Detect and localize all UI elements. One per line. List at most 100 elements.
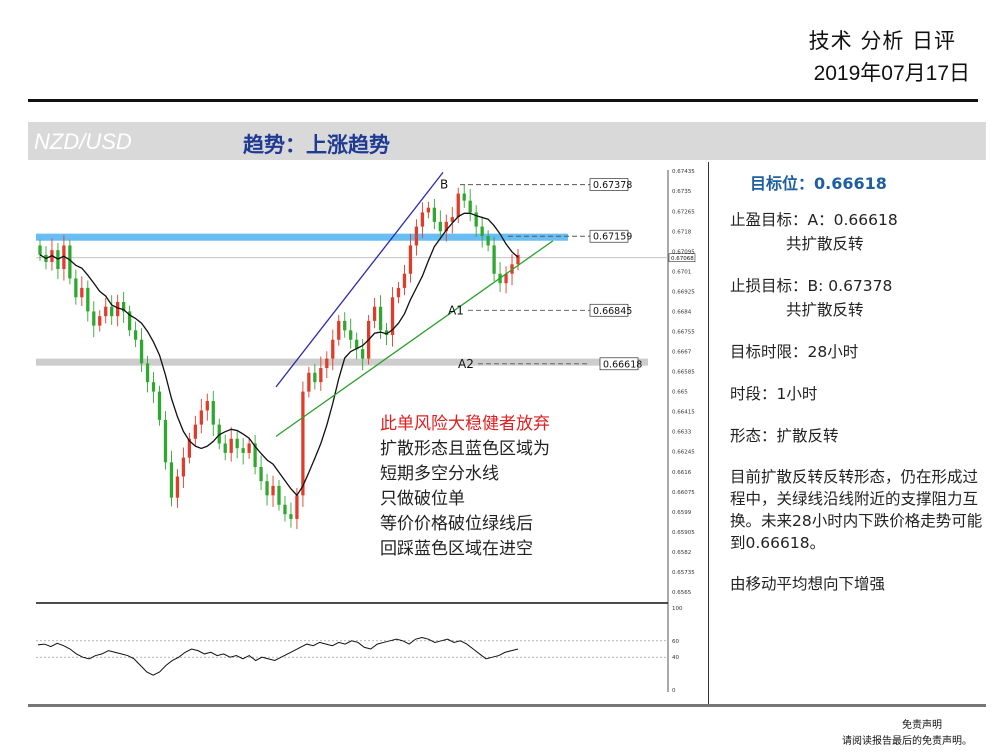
candle-body xyxy=(343,320,347,331)
candle-body xyxy=(450,217,454,222)
candle-body xyxy=(307,372,311,392)
target-level: 目标位：0.66618 xyxy=(750,174,887,193)
candle-body xyxy=(247,443,251,453)
candle-body xyxy=(175,476,180,498)
candle-body xyxy=(151,382,156,392)
note-line-1: 扩散形态且蓝色区域为 xyxy=(380,439,550,459)
report-title: 技术 分析 日评 xyxy=(808,29,956,53)
level-price-label: 0.67159 xyxy=(593,232,632,243)
candle-body xyxy=(127,311,132,331)
candle-body xyxy=(68,245,72,279)
stop-loss: 止损目标：B: 0.67378 共扩散反转 xyxy=(730,274,992,322)
stop-loss-line: 止损目标：B: 0.67378 xyxy=(730,277,893,295)
y-tick-label: 0.6599 xyxy=(672,510,692,516)
disclaimer-text: 请阅读报告最后的免责声明。 xyxy=(842,736,972,747)
candle-body xyxy=(319,368,323,383)
analysis-notes: 此单风险大稳健者放弃 扩散形态且蓝色区域为 短期多空分水线 只做破位单 等价价格… xyxy=(380,412,550,562)
candle-body xyxy=(205,401,209,411)
candle-body xyxy=(199,410,203,425)
grey-zone xyxy=(36,358,648,366)
candle-body xyxy=(139,339,144,364)
candle-body xyxy=(253,443,257,468)
disclaimer-title: 免责声明 xyxy=(902,720,942,731)
y-tick-label: 0.6735 xyxy=(672,189,692,195)
candle-body xyxy=(181,457,186,477)
candle-body xyxy=(456,193,460,218)
candle-body xyxy=(145,363,150,383)
candle-body xyxy=(74,278,78,298)
candle-body xyxy=(480,226,484,237)
candle-body xyxy=(414,226,419,246)
candle-body xyxy=(38,245,42,255)
panel-divider xyxy=(708,162,709,704)
y-tick-label: 0.6633 xyxy=(672,430,692,436)
candle-body xyxy=(396,287,401,298)
price-chart[interactable]: 0.67435 0.6735 0.67265 0.6718 0.67095 0.6701 0… xyxy=(28,162,708,704)
level-price-label: 0.67378 xyxy=(593,180,632,191)
note-line-5: 回踩蓝色区域在进空 xyxy=(380,539,533,559)
y-tick-label: 0.6616 xyxy=(672,470,692,476)
candle-body xyxy=(432,207,436,222)
y-tick-label: 0.665 xyxy=(672,390,688,396)
candle-body xyxy=(265,481,269,496)
candle-body xyxy=(504,273,508,284)
y-tick-label: 0.66585 xyxy=(672,370,695,376)
candle-body xyxy=(98,316,102,326)
candle-body xyxy=(331,339,335,359)
upper-channel-line xyxy=(275,171,444,388)
candle-body xyxy=(229,438,233,453)
candle-body xyxy=(325,358,329,369)
y-tick-label: 0.67095 xyxy=(672,249,695,255)
candle-body xyxy=(277,485,281,505)
candle-body xyxy=(235,438,239,449)
level-name-label: B xyxy=(440,178,448,192)
moving-average-line xyxy=(39,212,519,497)
candle-body xyxy=(390,297,395,336)
candle-body xyxy=(349,330,353,340)
level-price-label: 0.66618 xyxy=(603,359,642,370)
risk-warning: 此单风险大稳健者放弃 xyxy=(380,414,550,434)
y-tick-label: 0.6565 xyxy=(672,590,692,596)
candle-body xyxy=(378,306,383,331)
candle-body xyxy=(271,485,275,496)
rsi-tick-label: 0 xyxy=(672,688,676,694)
candle-body xyxy=(474,212,478,227)
candle-body xyxy=(295,495,299,519)
candle-body xyxy=(133,330,138,340)
candle-body xyxy=(241,448,245,453)
bottom-rule xyxy=(28,704,986,707)
candle-body xyxy=(116,302,120,317)
candle-body xyxy=(372,306,377,321)
candle-body xyxy=(402,273,407,288)
y-tick-label: 0.66415 xyxy=(672,410,695,416)
candle-body xyxy=(163,419,168,463)
level-name-label: A1 xyxy=(448,303,464,317)
candle-body xyxy=(438,221,442,232)
y-tick-label: 0.6684 xyxy=(672,309,692,315)
candle-body xyxy=(223,443,227,453)
y-tick-label: 0.65735 xyxy=(672,570,695,576)
candle-body xyxy=(169,462,174,498)
y-tick-label: 0.6667 xyxy=(672,350,692,356)
level-name-label: A2 xyxy=(458,357,474,371)
candle-body xyxy=(420,212,425,227)
blue-zone xyxy=(36,233,568,241)
rsi-tick-label: 60 xyxy=(672,639,679,645)
candle-body xyxy=(516,254,520,265)
y-tick-label: 0.6701 xyxy=(672,269,691,275)
candle-body xyxy=(486,236,490,246)
candle-body xyxy=(462,193,466,201)
top-rule xyxy=(28,99,978,102)
candle-body xyxy=(283,504,287,515)
candle-body xyxy=(468,200,472,213)
candle-body xyxy=(408,245,413,274)
candle-body xyxy=(337,320,341,340)
candle-body xyxy=(355,339,359,350)
y-tick-label: 0.67435 xyxy=(672,169,695,175)
rsi-tick-label: 40 xyxy=(672,655,679,661)
header-bar: NZD/USD 趋势：上涨趋势 xyxy=(28,122,986,160)
analysis-paragraph: 目前扩散反转反转形态，仍在形成过程中，关绿线沿线附近的支撑阻力互换。未来28小时… xyxy=(730,468,983,552)
note-line-4: 等价价格破位绿线后 xyxy=(380,514,533,534)
level-price-box xyxy=(589,303,629,317)
level-price-box xyxy=(589,229,629,243)
